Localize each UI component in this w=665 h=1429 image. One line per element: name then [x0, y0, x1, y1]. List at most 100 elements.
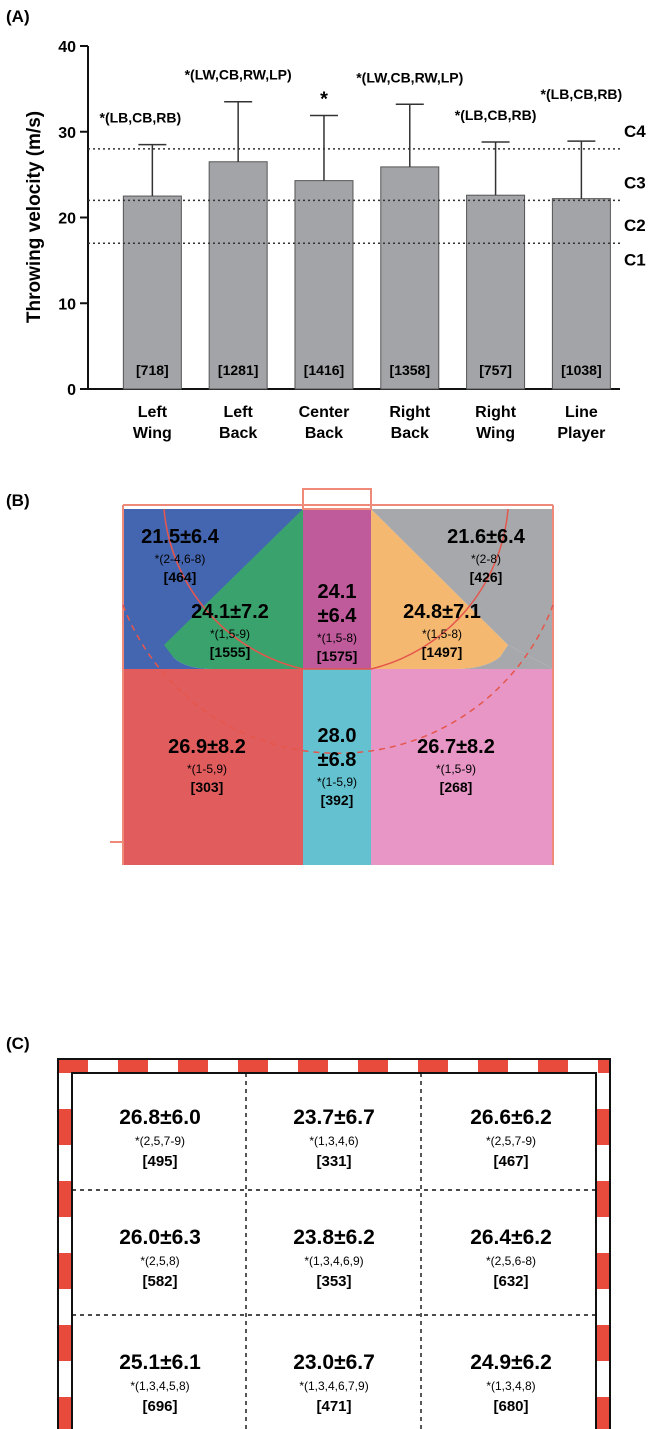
goal-outline [302, 488, 372, 510]
goal-frame-segment [328, 1059, 358, 1073]
bar [466, 194, 526, 390]
goal-cell-mean: 23.0±6.7 [293, 1351, 375, 1374]
goal-cell-significance: *(1,3,4,5,8) [130, 1379, 189, 1393]
goal-frame-segment [596, 1109, 610, 1145]
goal-frame-segment [358, 1059, 388, 1073]
goal-frame-segment [118, 1059, 148, 1073]
bar-count-label: [718] [136, 362, 169, 378]
goal-frame-segment [598, 1059, 610, 1073]
goal-cell-count: [582] [142, 1273, 177, 1290]
bar [122, 195, 182, 390]
goal-frame-segment [596, 1181, 610, 1217]
zone-significance: *(1,5-9) [436, 762, 476, 776]
goal-cell-significance: *(1,3,4,8) [486, 1379, 535, 1393]
goal-frame-segment [596, 1145, 610, 1181]
zone-significance: *(1,5-8) [317, 631, 357, 645]
x-tick-label: Wing [476, 425, 515, 442]
goal-frame-segment [58, 1253, 72, 1289]
zone-mean-label: 21.5±6.4 [141, 526, 220, 548]
goal-cell-mean: 23.7±6.7 [293, 1106, 375, 1129]
zone-8 [371, 669, 553, 865]
goal-cell-mean: 24.9±6.2 [470, 1351, 552, 1374]
zone-count: [426] [470, 569, 503, 585]
zone-mean-label: 24.1±7.2 [191, 601, 269, 623]
goal-frame-segment [58, 1109, 72, 1145]
zone-mean-label: 26.7±8.2 [417, 736, 495, 758]
zone-mean-label: 24.8±7.1 [403, 601, 481, 623]
significance-annotation: *(LB,CB,RB) [541, 86, 623, 102]
six-meter-line [163, 508, 509, 670]
goal-frame [57, 1058, 611, 1429]
goal-cell-mean: 23.8±6.2 [293, 1226, 375, 1249]
x-tick-label: Back [391, 425, 429, 442]
goal-frame-segment [148, 1059, 178, 1073]
goal-cell-count: [680] [493, 1398, 528, 1415]
zone-significance: *(1-5,9) [317, 775, 357, 789]
reference-line-label: C4 [624, 122, 646, 141]
zone-mean-label: 21.6±6.4 [447, 526, 526, 548]
x-tick-label: Right [389, 404, 431, 421]
zone-significance: *(1-5,9) [187, 762, 227, 776]
goal-cell-count: [467] [493, 1153, 528, 1170]
zone-significance: *(1,5-8) [422, 627, 462, 641]
goal-frame-segment [418, 1059, 448, 1073]
zone-4 [371, 509, 508, 669]
zone-6 [123, 669, 303, 865]
goal-frame-segment [268, 1059, 298, 1073]
zone-3 [303, 509, 371, 669]
goal-frame-segment [596, 1253, 610, 1289]
bar-count-label: [1281] [218, 362, 258, 378]
court-diagram: (B) 21.5±6.4 *(2-4,6-8) [464] 24.1±7.2 *(1,5… [6, 488, 554, 865]
y-tick-label: 30 [58, 125, 76, 142]
x-tick-label: Center [299, 404, 350, 421]
bar-count-label: [1038] [561, 362, 601, 378]
bar [294, 180, 354, 390]
goal-mouth [71, 1072, 597, 1429]
goal-grid: (C) 26.8±6.0 *(2,5,7-9) [495] 23.7±6.7 *(1,3… [6, 1034, 611, 1429]
goal-cell-mean: 26.6±6.2 [470, 1106, 552, 1129]
panel-c-label: (C) [6, 1034, 30, 1053]
goal-cell-mean: 26.8±6.0 [119, 1106, 201, 1129]
significance-annotation: *(LB,CB,RB) [100, 110, 182, 126]
goal-frame-segment [88, 1059, 118, 1073]
reference-line-label: C3 [624, 173, 646, 192]
panel-b-label: (B) [6, 491, 30, 510]
y-tick-label: 40 [58, 39, 76, 56]
y-tick-label: 0 [67, 382, 76, 399]
zone-mean-label: 26.9±8.2 [168, 736, 246, 758]
zone-significance: *(2-8) [471, 552, 501, 566]
goal-cell-significance: *(2,5,7-9) [135, 1134, 185, 1148]
bar [380, 166, 440, 390]
goal-cell-count: [353] [316, 1273, 351, 1290]
goal-frame-segment [478, 1059, 508, 1073]
zone-significance: *(1,5-9) [210, 627, 250, 641]
goal-frame-segment [538, 1059, 568, 1073]
goal-frame-segment [58, 1217, 72, 1253]
goal-frame-segment [388, 1059, 418, 1073]
goal-frame-segment [596, 1217, 610, 1253]
y-tick-label: 20 [58, 211, 76, 228]
goal-cell-count: [632] [493, 1273, 528, 1290]
zone-count: [1497] [422, 644, 462, 660]
x-tick-label: Back [305, 425, 343, 442]
goal-frame-segment [58, 1361, 72, 1397]
goal-cell-count: [471] [316, 1398, 351, 1415]
y-tick-label: 10 [58, 296, 76, 313]
significance-annotation: *(LW,CB,RW,LP) [356, 69, 463, 85]
x-tick-label: Wing [133, 425, 172, 442]
goal-frame-segment [58, 1145, 72, 1181]
x-tick-label: Left [138, 404, 168, 421]
goal-cell-significance: *(1,3,4,6) [309, 1134, 358, 1148]
goal-cell-count: [495] [142, 1153, 177, 1170]
zone-2 [164, 509, 303, 669]
y-axis-label: Throwing velocity (m/s) [24, 111, 45, 323]
zone-mean-label: 24.1 [318, 581, 357, 603]
panel-a-label: (A) [6, 7, 30, 26]
significance-annotation: * [320, 88, 328, 110]
goal-frame-segment [58, 1073, 72, 1109]
goal-frame-segment [58, 1059, 88, 1073]
zone-count: [1575] [317, 648, 357, 664]
goal-frame-segment [298, 1059, 328, 1073]
bar-count-label: [1416] [304, 362, 344, 378]
zone-sd-label: ±6.8 [318, 749, 357, 771]
